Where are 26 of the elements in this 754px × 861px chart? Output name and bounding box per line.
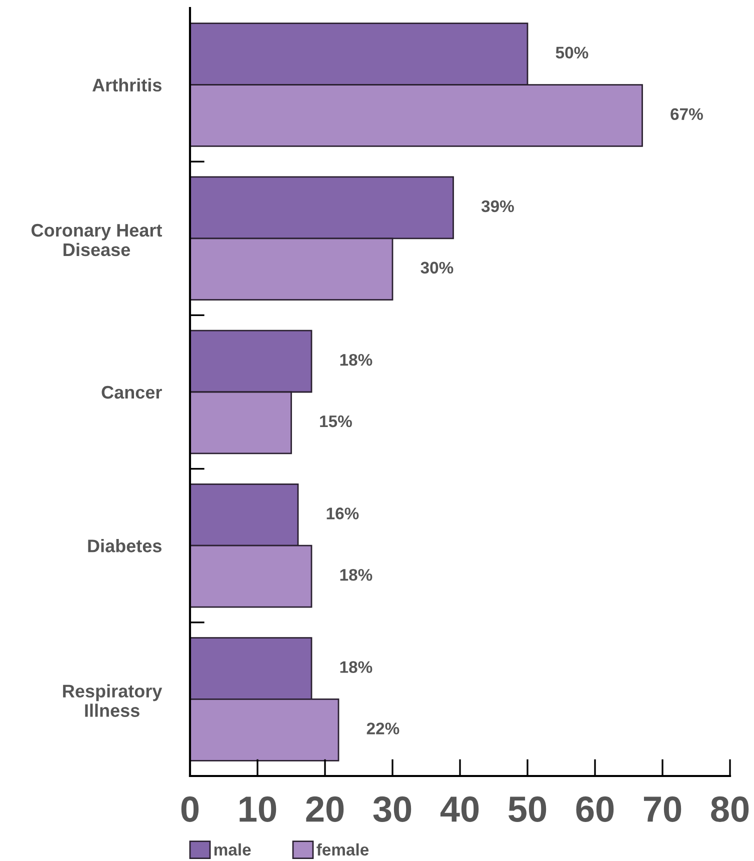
x-tick-label: 30	[373, 796, 412, 822]
y-tick-label: Coronary Heart Disease	[32, 224, 162, 256]
data-label: 22%	[366, 722, 400, 734]
y-tick-label: Cancer	[102, 386, 162, 399]
data-label: 15%	[320, 415, 352, 428]
data-label: 18%	[340, 568, 372, 581]
data-label: 30%	[420, 262, 454, 274]
x-tick-label: 40	[440, 796, 479, 822]
legend-label: male	[214, 843, 251, 856]
data-label: 50%	[556, 46, 588, 59]
x-tick-label: 10	[240, 796, 276, 822]
data-label: 39%	[481, 200, 514, 212]
x-tick-label: 0	[181, 796, 199, 822]
y-tick-label: Diabetes	[88, 539, 162, 552]
legend-label: female	[316, 843, 369, 856]
x-tick-label: 50	[508, 796, 546, 822]
x-tick-label: 20	[306, 796, 344, 822]
x-tick-label: 60	[576, 796, 614, 822]
data-label: 16%	[326, 508, 359, 520]
x-tick-label: 80	[711, 796, 749, 822]
x-tick-label: 70	[644, 796, 682, 822]
y-tick-label: Arthritis	[92, 78, 162, 92]
y-tick-label: Respiratory Illness	[63, 684, 162, 717]
data-label: 18%	[340, 354, 372, 366]
data-label: 18%	[340, 661, 372, 673]
data-label: 67%	[670, 108, 703, 120]
